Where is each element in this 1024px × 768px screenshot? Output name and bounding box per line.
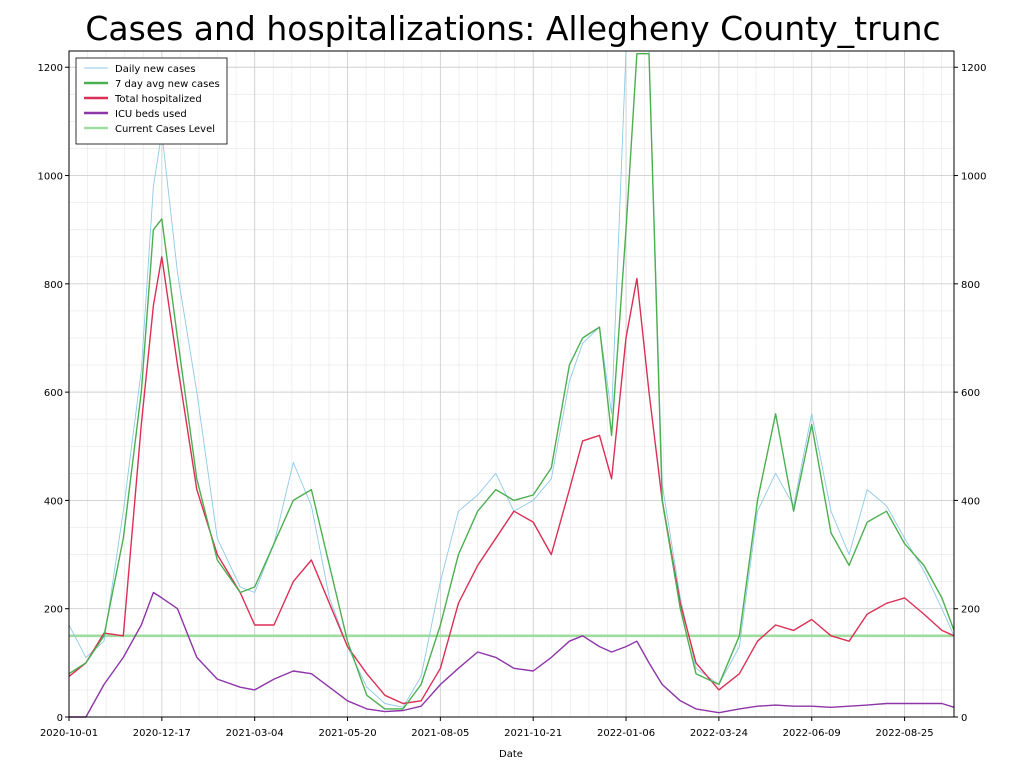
x-tick-label: 2021-05-20: [318, 728, 376, 739]
chart-title: Cases and hospitalizations: Allegheny Co…: [85, 9, 940, 48]
y-tick-label-right: 0: [961, 713, 967, 724]
y-tick-label-left: 1000: [38, 172, 63, 183]
legend-label: Current Cases Level: [115, 124, 215, 135]
ticks-layer: 0 0 200 200 400 400 600 600 800 800 1000 1000 1200 12…: [38, 63, 987, 739]
series-line-7-day-avg-new-cases: [68, 53, 955, 710]
y-tick-label-right: 200: [961, 605, 980, 616]
series-line-daily-new-cases: [68, 50, 955, 708]
legend-box: [75, 57, 228, 145]
series-line-icu-beds-used: [69, 591, 955, 718]
y-tick-label-left: 800: [44, 280, 63, 291]
y-tick-label-left: 200: [44, 605, 63, 616]
y-tick-label-left: 1200: [38, 63, 63, 74]
y-tick-label-right: 1000: [961, 172, 986, 183]
legend-label: 7 day avg new cases: [115, 79, 220, 90]
x-tick-label: 2021-10-21: [504, 728, 562, 739]
y-tick-label-right: 400: [961, 496, 980, 507]
x-tick-label: 2022-06-09: [783, 728, 841, 739]
legend-label: Daily new cases: [115, 64, 196, 75]
x-tick-label: 2022-01-06: [597, 728, 655, 739]
y-tick-label-left: 0: [57, 713, 63, 724]
x-tick-label: 2022-08-25: [876, 728, 934, 739]
x-tick-label: 2021-03-04: [226, 728, 284, 739]
x-tick-label: 2021-08-05: [411, 728, 469, 739]
x-tick-label: 2022-03-24: [690, 728, 748, 739]
y-tick-label-right: 600: [961, 388, 980, 399]
x-axis-label: Date: [499, 749, 523, 760]
legend: Daily new cases 7 day avg new cases Total …: [75, 57, 228, 145]
legend-label: Total hospitalized: [114, 94, 202, 105]
series-layer: [68, 50, 955, 718]
y-tick-label-right: 1200: [961, 63, 986, 74]
y-tick-label-left: 600: [44, 388, 63, 399]
major-gridlines: [68, 51, 954, 718]
y-tick-label-right: 800: [961, 280, 980, 291]
x-tick-label: 2020-10-01: [40, 728, 98, 739]
legend-label: ICU beds used: [115, 109, 187, 120]
y-tick-label-left: 400: [44, 496, 63, 507]
minor-gridlines: [69, 51, 954, 717]
x-tick-label: 2020-12-17: [133, 728, 191, 739]
plot-frame: [68, 50, 955, 718]
